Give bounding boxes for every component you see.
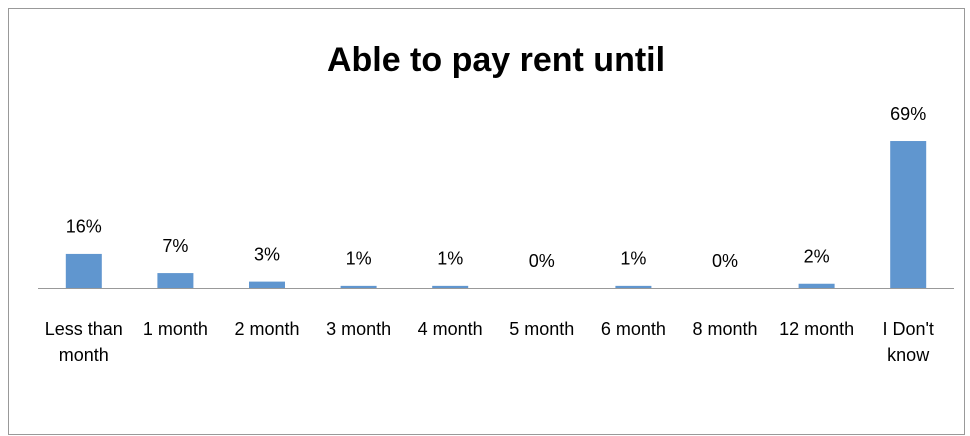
x-tick-label: 4 month	[417, 319, 483, 339]
bar	[432, 285, 469, 288]
chart-border	[8, 8, 965, 435]
data-label: 0%	[712, 251, 738, 271]
bar	[65, 253, 102, 288]
bar	[798, 283, 835, 288]
x-tick-label: 12 month	[779, 319, 855, 339]
x-tick-label: 8 month	[692, 319, 758, 339]
bar	[890, 141, 927, 288]
data-label: 1%	[437, 249, 463, 269]
bar	[249, 281, 285, 288]
data-label: 69%	[890, 104, 926, 124]
x-tick-label: 6 month	[600, 319, 666, 339]
x-tick-label: 3 month	[326, 319, 392, 339]
x-tick-label: 1 month	[142, 319, 208, 339]
data-label: 16%	[66, 217, 102, 237]
data-label: 7%	[162, 236, 188, 256]
x-tick-label: I Don't know	[882, 319, 934, 365]
data-label: 1%	[620, 249, 646, 269]
bar	[340, 285, 377, 288]
chart-title: Able to pay rent until	[327, 41, 665, 79]
data-label: 1%	[346, 249, 372, 269]
x-tick-label: Less than month	[44, 319, 123, 365]
data-label: 3%	[254, 244, 280, 264]
data-label: 0%	[529, 251, 555, 271]
x-tick-label: 5 month	[509, 319, 575, 339]
x-tick-label: 2 month	[234, 319, 300, 339]
data-label: 2%	[804, 246, 830, 266]
bar	[157, 273, 194, 288]
bar	[615, 285, 652, 288]
